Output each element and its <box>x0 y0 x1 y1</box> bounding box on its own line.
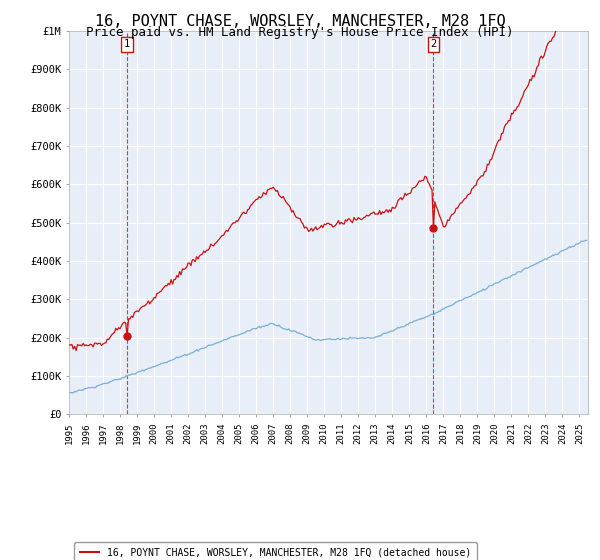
Text: Price paid vs. HM Land Registry's House Price Index (HPI): Price paid vs. HM Land Registry's House … <box>86 26 514 39</box>
Text: 16, POYNT CHASE, WORSLEY, MANCHESTER, M28 1FQ: 16, POYNT CHASE, WORSLEY, MANCHESTER, M2… <box>95 14 505 29</box>
Text: 1: 1 <box>124 39 130 49</box>
Text: 2: 2 <box>430 39 436 49</box>
Text: 1: 1 <box>0 559 1 560</box>
Legend: 16, POYNT CHASE, WORSLEY, MANCHESTER, M28 1FQ (detached house), HPI: Average pri: 16, POYNT CHASE, WORSLEY, MANCHESTER, M2… <box>74 542 477 560</box>
Text: 2: 2 <box>0 559 1 560</box>
